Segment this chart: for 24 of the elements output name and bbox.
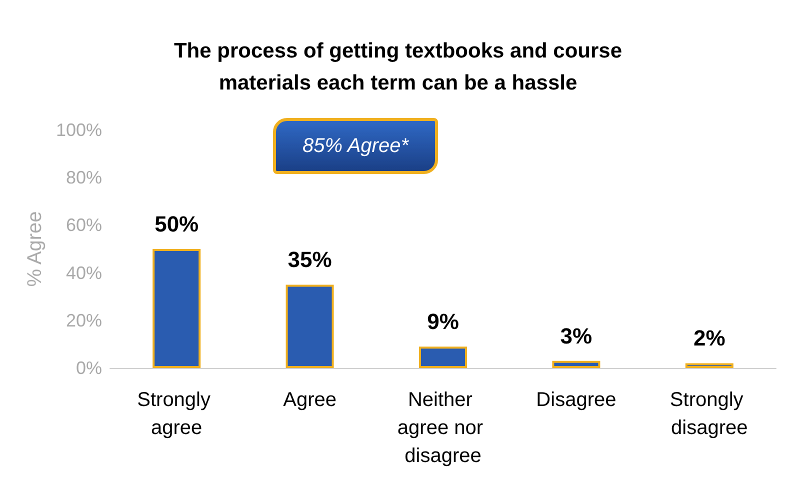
data-label: 50% — [154, 212, 199, 236]
data-label: 2% — [694, 326, 726, 351]
x-tick-label: Neither agree nor disagree — [397, 389, 489, 467]
y-tick-label: 40% — [66, 262, 102, 283]
x-tick-label: Disagree — [536, 389, 616, 411]
y-tick-label: 100% — [56, 120, 102, 140]
x-tick-label: Agree — [283, 389, 336, 411]
y-tick-label: 20% — [66, 310, 102, 330]
y-tick-label: 0% — [76, 358, 102, 378]
bar — [685, 363, 734, 368]
bar — [286, 284, 334, 368]
data-label: 9% — [427, 309, 459, 334]
bar — [552, 360, 600, 368]
y-axis-title: % Agree — [24, 211, 46, 287]
bar — [419, 346, 467, 368]
y-tick-label: 80% — [66, 168, 102, 188]
y-tick-label: 60% — [66, 215, 102, 236]
x-tick-label: Strongly disagree — [670, 389, 749, 439]
banner-flag: 85% Agree* — [273, 118, 438, 174]
bar — [152, 249, 201, 368]
data-label: 3% — [560, 323, 592, 348]
x-tick-label: Strongly agree — [137, 389, 216, 439]
data-label: 35% — [288, 247, 332, 272]
chart-title: The process of getting textbooks and course materials each term can be a hassle — [174, 40, 622, 94]
